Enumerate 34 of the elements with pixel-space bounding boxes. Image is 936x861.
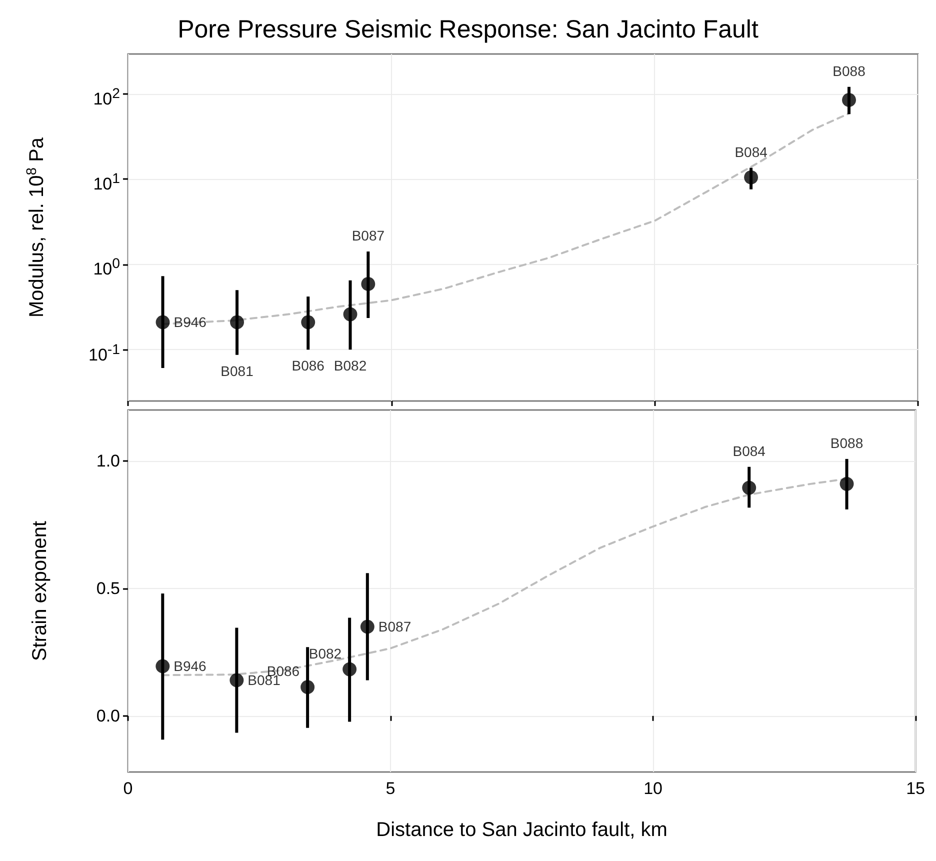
x-tick-label: 15 (906, 779, 926, 798)
point (742, 480, 756, 495)
data-label: B082 (334, 358, 367, 374)
data-label: B946 (174, 658, 207, 674)
data-label: B081 (220, 362, 254, 379)
y-tick-label: 0.0 (96, 706, 120, 726)
x-tick-label: 10 (644, 779, 662, 798)
y-tick-label: 10$^{-1}$ (88, 340, 120, 366)
data-label: B946 (174, 314, 207, 330)
y-axis-title: Modulus, rel. 108 Pa (23, 136, 48, 318)
y-axis-title: Strain exponent (29, 520, 51, 662)
data-label: B086 (292, 358, 325, 374)
data-label: B082 (308, 645, 342, 662)
data-label: B088 (830, 434, 864, 451)
data-label: B084 (734, 144, 768, 160)
point (840, 476, 854, 491)
point (300, 680, 315, 694)
y-tick-label: 1.0 (96, 451, 120, 470)
point (360, 620, 374, 634)
y-tick-label: 10$^{1}$ (93, 170, 120, 196)
y-tick-label: 10$^{0}$ (93, 255, 120, 282)
data-label: B084 (732, 442, 766, 459)
x-tick-label: 5 (386, 779, 396, 798)
x-tick-label: 0 (123, 779, 133, 798)
chart-title: Pore Pressure Seismic Response: San Jacinto Fault (178, 16, 758, 44)
x-axis-title: Distance to San Jacinto fault, km (376, 819, 668, 841)
point (230, 673, 244, 688)
data-label: B087 (352, 227, 385, 244)
point (342, 662, 357, 676)
data-label: B087 (378, 618, 412, 635)
y-tick-label: 0.5 (96, 578, 120, 598)
data-label: B088 (832, 62, 866, 79)
y-tick-label: 10$^{2}$ (93, 84, 120, 111)
point (156, 659, 170, 674)
